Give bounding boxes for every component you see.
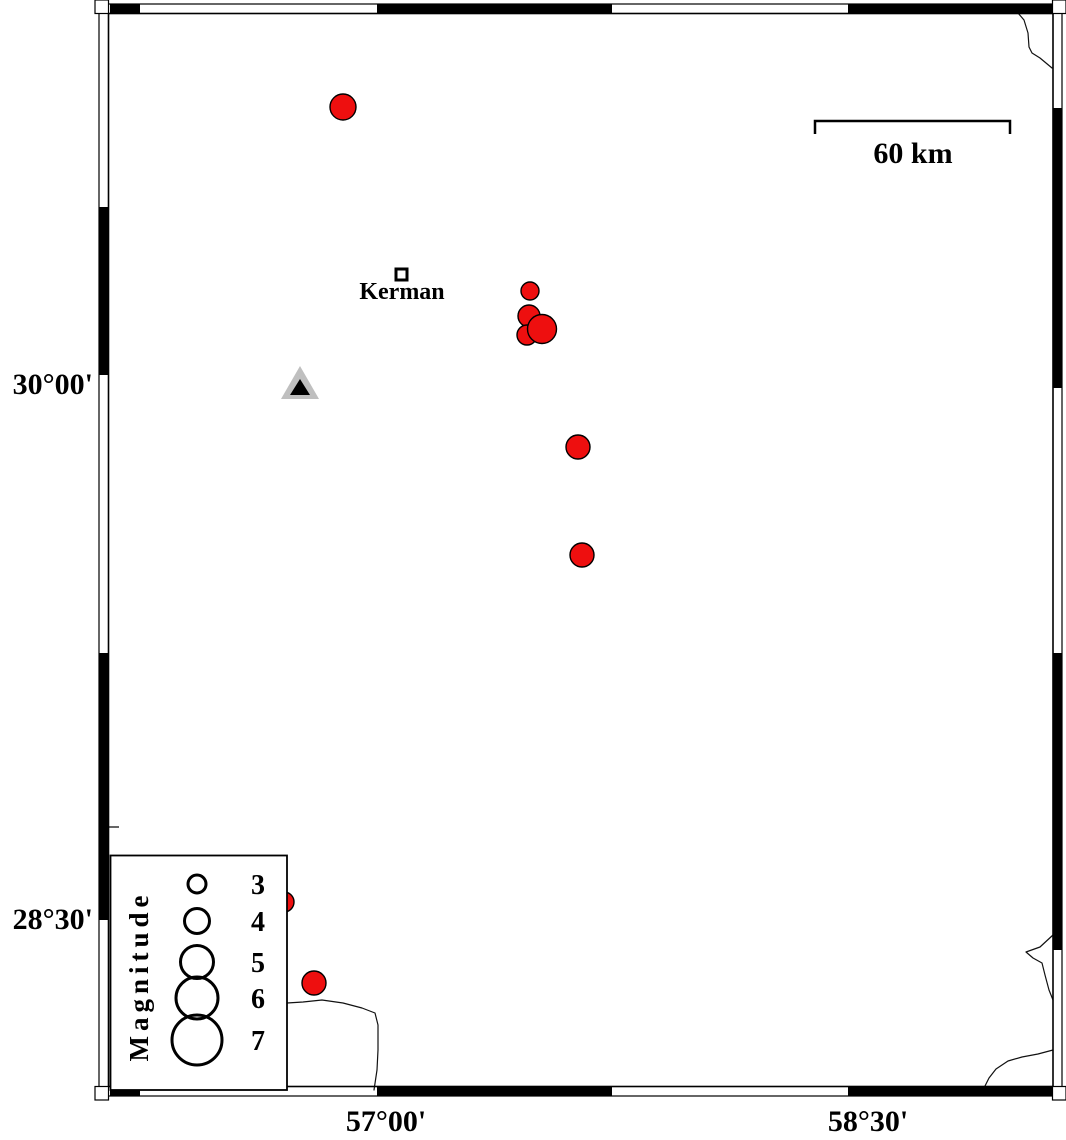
earthquake-marker (520, 281, 540, 301)
legend-box (109, 854, 288, 1091)
legend-magnitude-value: 3 (251, 870, 265, 901)
frame-segment (110, 1086, 140, 1096)
frame-segment (377, 4, 612, 14)
scale-bar-bracket (813, 119, 1012, 134)
city-square-marker (394, 267, 409, 282)
frame-corner-tick-bottom-left (94, 1085, 110, 1101)
earthquake-markers (273, 93, 595, 996)
axis-annotations: 30°00' 28°30' 57°00' 58°30' (13, 368, 909, 1138)
legend-magnitude-circle (174, 975, 220, 1021)
frame-segment (848, 1086, 1053, 1096)
map-frame (94, 0, 1066, 1101)
legend-magnitude-circle (183, 907, 211, 935)
frame-segment (1052, 653, 1062, 950)
scale-bar: 60 km (813, 119, 1012, 170)
frame-segment (99, 653, 109, 920)
city-square-icon (394, 267, 409, 282)
frame-corner-tick-top-right (1051, 0, 1066, 15)
frame-black-segments (99, 4, 1062, 1096)
earthquake-marker (329, 93, 357, 121)
frame-segment (848, 4, 1053, 14)
frame-corner-tick-bottom-right (1051, 1085, 1066, 1101)
lat-label-28-30: 28°30' (13, 903, 93, 936)
frame-segment (99, 207, 109, 375)
station-triangle-marker (281, 366, 319, 399)
coastline (1025, 934, 1054, 1001)
earthquake-marker (526, 313, 558, 345)
coastline (983, 1049, 1054, 1092)
city-label: Kerman (359, 279, 444, 305)
frame-segment (377, 1086, 612, 1096)
legend-title: Magnitude (124, 890, 154, 1061)
lon-label-57-00: 57°00' (346, 1105, 426, 1138)
magnitude-legend: Magnitude 3 4 5 6 7 (109, 854, 288, 1091)
lon-label-58-30: 58°30' (828, 1105, 908, 1138)
earthquake-marker (569, 542, 595, 568)
coastline (1017, 12, 1053, 69)
frame-segment (110, 4, 140, 14)
earthquake-marker (301, 970, 327, 996)
city-marker-kerman: Kerman (359, 267, 445, 305)
coastlines (286, 12, 1054, 1092)
lat-label-30-00: 30°00' (13, 368, 93, 401)
legend-magnitude-value: 4 (251, 907, 265, 938)
legend-magnitude-value: 7 (251, 1026, 265, 1057)
frame-segment (1052, 108, 1062, 388)
legend-magnitude-circle (170, 1013, 224, 1067)
scale-bar-label: 60 km (873, 137, 952, 170)
frame-corner-tick-top-left (94, 0, 110, 15)
coastline (286, 999, 379, 1091)
legend-magnitude-value: 5 (251, 948, 265, 979)
legend-entries: 3 4 5 6 7 (170, 870, 265, 1067)
legend-magnitude-value: 6 (251, 984, 265, 1015)
station-inner-triangle-icon (290, 379, 310, 395)
earthquake-marker (565, 434, 591, 460)
legend-magnitude-circle (186, 873, 208, 895)
